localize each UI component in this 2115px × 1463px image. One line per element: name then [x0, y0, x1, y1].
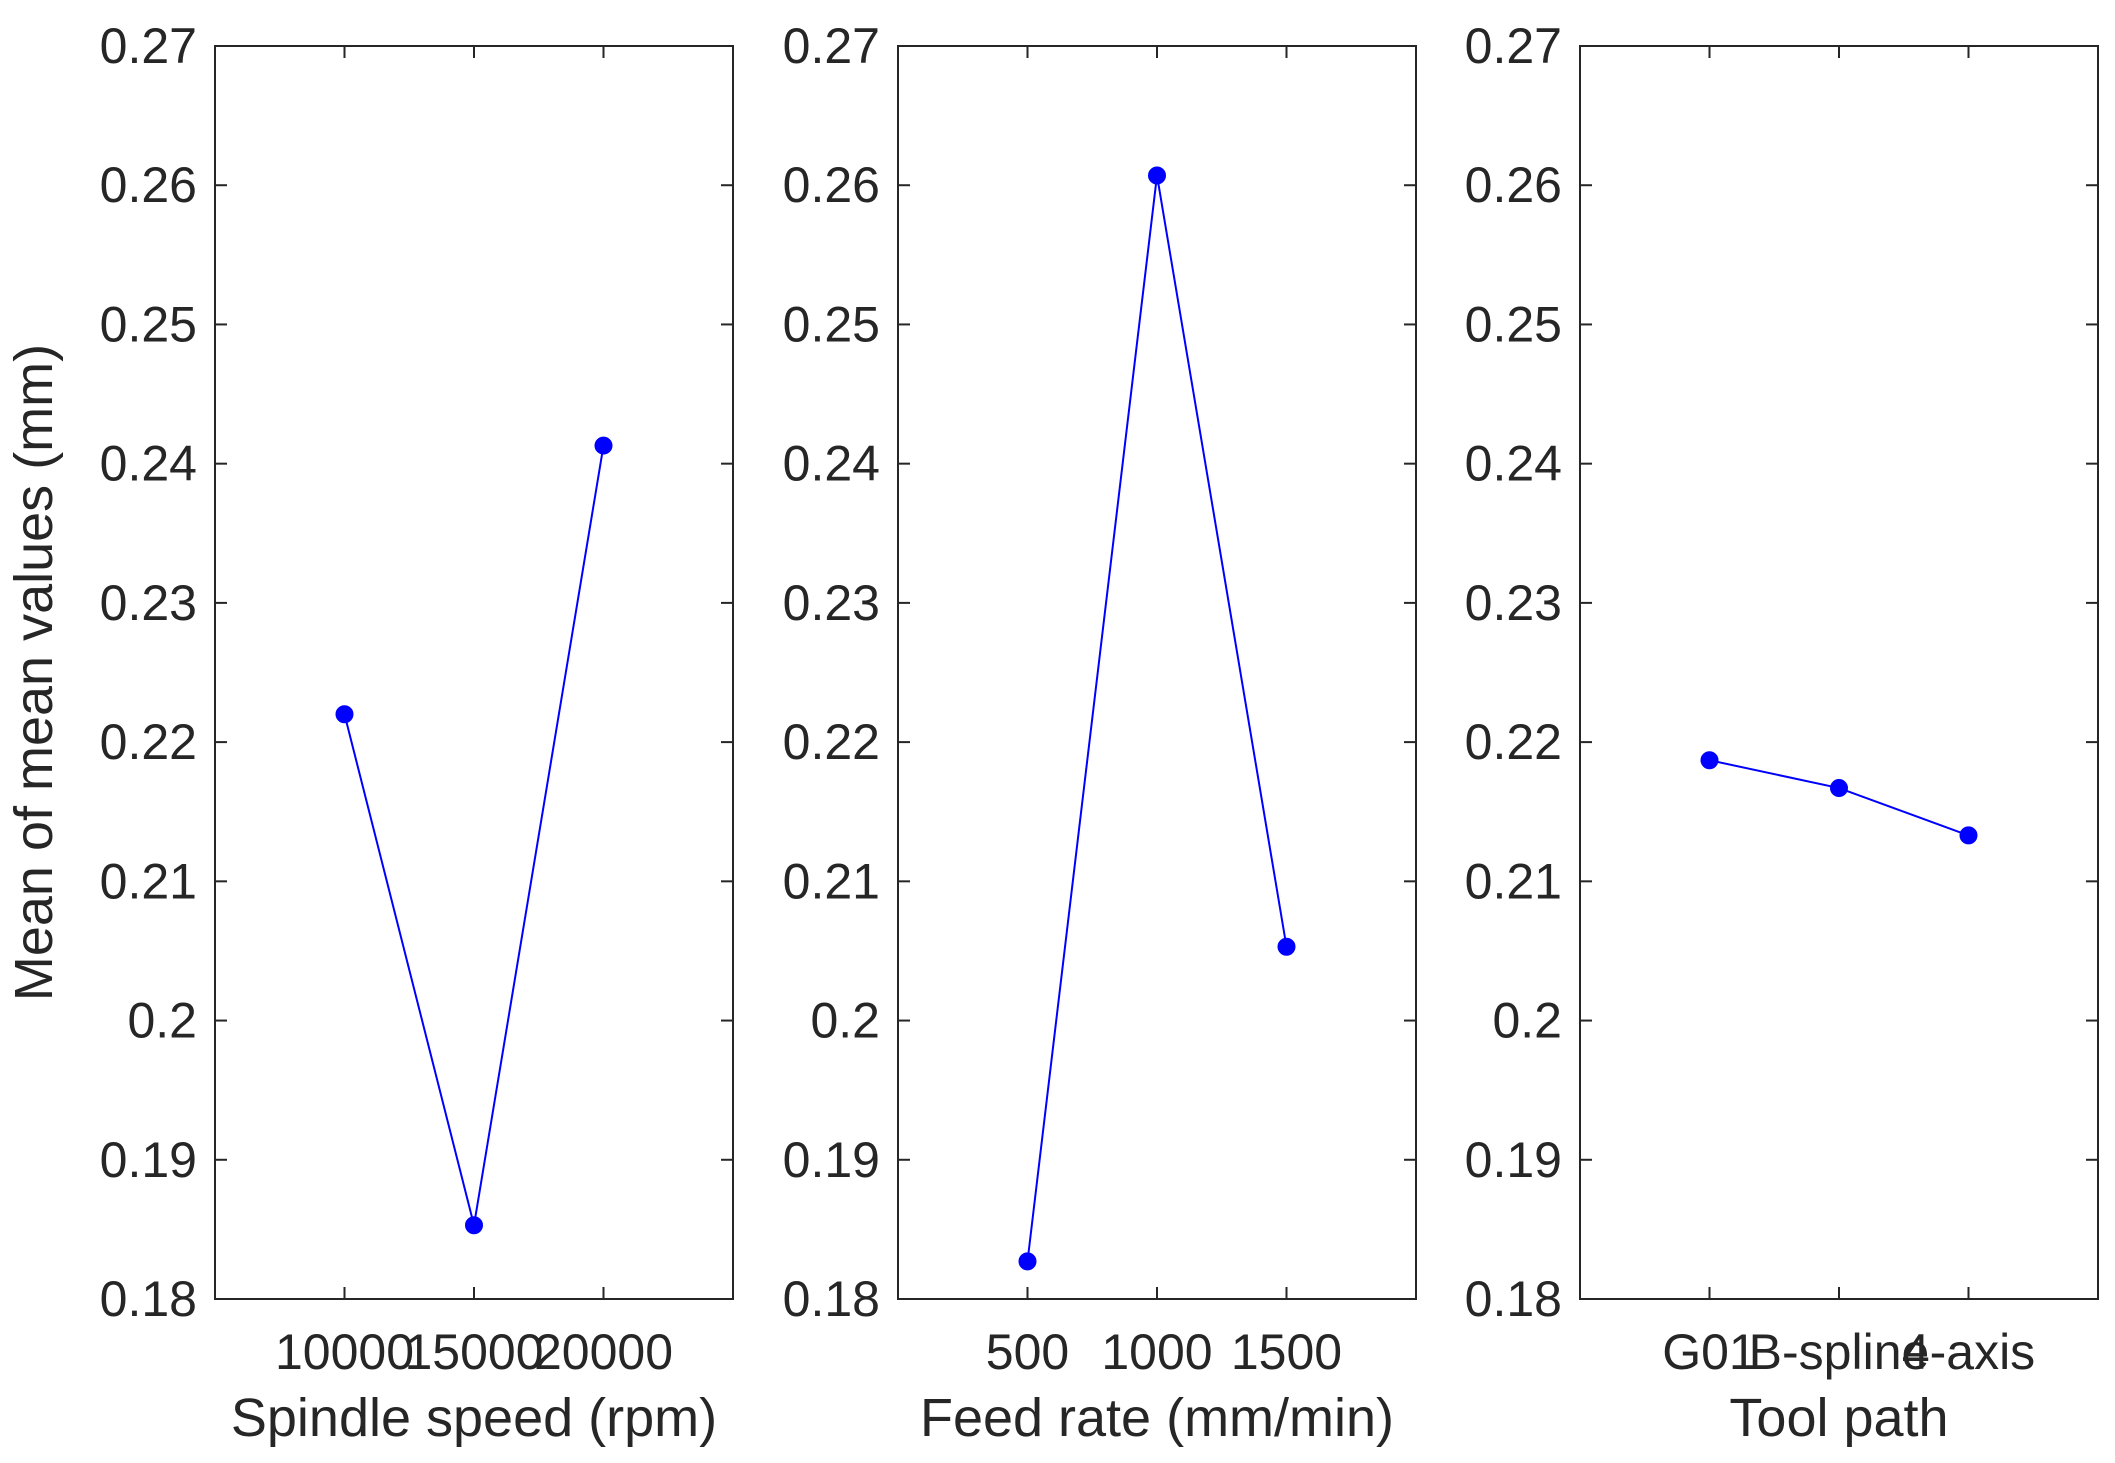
y-tick-label: 0.19 — [100, 1132, 197, 1188]
y-tick-label: 0.27 — [783, 18, 880, 74]
y-tick-label: 0.21 — [100, 853, 197, 909]
y-tick-label: 0.23 — [100, 575, 197, 631]
y-tick-label: 0.24 — [783, 436, 880, 492]
y-tick-label: 0.25 — [1465, 296, 1562, 352]
series-line — [1709, 759, 1969, 837]
data-point — [1959, 826, 1978, 845]
x-tick-label: B-spline — [1749, 1324, 1930, 1380]
y-tick-label: 0.2 — [1492, 993, 1562, 1049]
y-tick-label: 0.25 — [783, 296, 880, 352]
y-tick-label: 0.2 — [127, 993, 197, 1049]
y-tick-label: 0.26 — [1465, 157, 1562, 213]
x-tick-label: 1500 — [1231, 1324, 1342, 1380]
data-point — [1830, 779, 1848, 798]
y-tick-label: 0.22 — [100, 714, 197, 770]
x-axis-title: Tool path — [1729, 1388, 1948, 1448]
y-tick-label: 0.27 — [1465, 18, 1562, 74]
y-tick-label: 0.18 — [100, 1271, 197, 1327]
axes-box — [214, 45, 734, 1300]
axes-box — [897, 45, 1417, 1300]
data-point — [594, 436, 613, 455]
series-line — [1026, 175, 1288, 1262]
y-tick-label: 0.21 — [1465, 853, 1562, 909]
data-point — [465, 1216, 483, 1235]
y-tick-label: 0.19 — [783, 1132, 880, 1188]
y-tick-label: 0.26 — [783, 157, 880, 213]
x-tick-label: 1000 — [1101, 1324, 1212, 1380]
x-tick-label: 15000 — [404, 1324, 543, 1380]
axes-box — [1579, 45, 2099, 1300]
x-tick-label: 500 — [986, 1324, 1069, 1380]
chart-panel-1: 0.18 0.19 0.2 0.21 0.22 0.23 0.24 0.25 0.26 0.27 1… — [4, 18, 734, 1448]
data-point — [1148, 166, 1166, 185]
y-tick-label: 0.18 — [1465, 1271, 1562, 1327]
y-tick-label: 0.18 — [783, 1271, 880, 1327]
y-tick-label: 0.24 — [100, 436, 197, 492]
y-tick-label: 0.24 — [1465, 436, 1562, 492]
y-tick-label: 0.21 — [783, 853, 880, 909]
y-tick-label: 0.23 — [783, 575, 880, 631]
y-tick-label: 0.22 — [783, 714, 880, 770]
x-axis-title: Spindle speed (rpm) — [231, 1388, 717, 1448]
y-tick-label: 0.25 — [100, 296, 197, 352]
y-tick-label: 0.27 — [100, 18, 197, 74]
y-tick-label: 0.22 — [1465, 714, 1562, 770]
chart-panel-3: 0.18 0.19 0.2 0.21 0.22 0.23 0.24 0.25 0.26 0.27 G… — [1465, 18, 2099, 1448]
chart-panel-2: 0.18 0.19 0.2 0.21 0.22 0.23 0.24 0.25 0.26 0.27 5… — [783, 18, 1417, 1448]
x-tick-label: G01 — [1662, 1324, 1757, 1380]
data-point — [335, 705, 354, 724]
y-tick-label: 0.2 — [810, 993, 880, 1049]
y-tick-label: 0.23 — [1465, 575, 1562, 631]
y-tick-label: 0.19 — [1465, 1132, 1562, 1188]
x-tick-label: 10000 — [275, 1324, 414, 1380]
data-point — [1277, 937, 1296, 956]
series-line — [343, 445, 605, 1226]
data-point — [1700, 751, 1719, 770]
x-axis-title: Feed rate (mm/min) — [920, 1388, 1394, 1448]
data-point — [1018, 1252, 1037, 1271]
y-axis-title: Mean of mean values (mm) — [4, 344, 64, 1001]
x-tick-label: 4-axis — [1902, 1324, 2035, 1380]
y-tick-label: 0.26 — [100, 157, 197, 213]
x-tick-label: 20000 — [534, 1324, 673, 1380]
